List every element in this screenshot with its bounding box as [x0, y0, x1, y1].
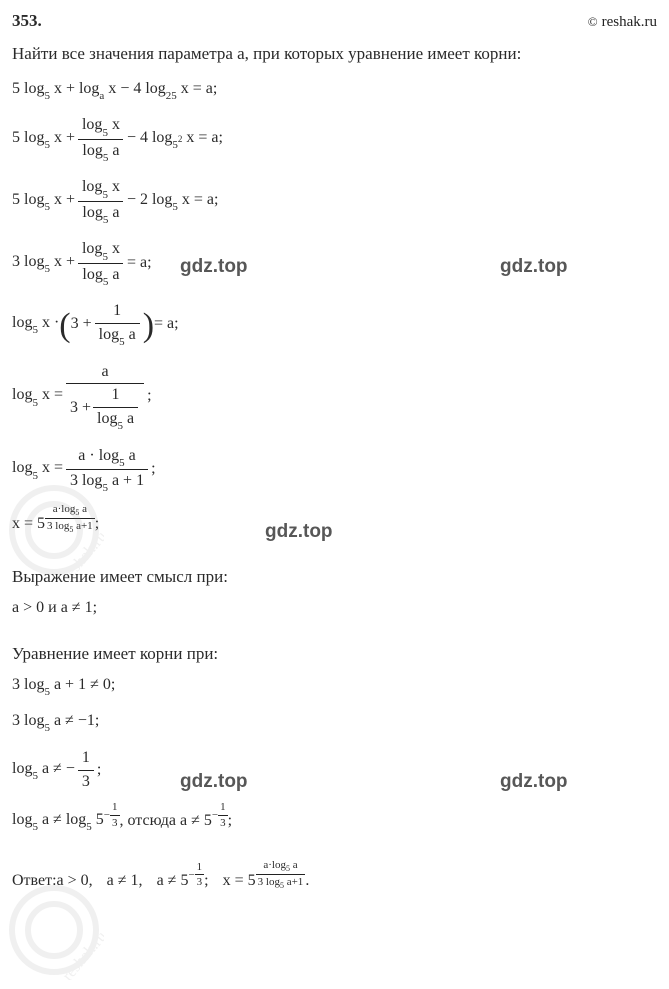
equation-8: x = 5 a·log5 a 3 log5 a+1 ; — [12, 508, 657, 542]
section-roots: Уравнение имеет корни при: — [12, 643, 657, 665]
problem-prompt: Найти все значения параметра a, при кото… — [12, 43, 657, 65]
problem-number: 353. — [12, 10, 42, 32]
section-expression-meaning: Выражение имеет смысл при: — [12, 566, 657, 588]
copyright-symbol: © — [588, 14, 598, 29]
equation-1: 5 log5 x + loga x − 4 log25 x = a; — [12, 79, 657, 101]
root-cond-3: log5 a ≠ − 13 ; — [12, 748, 657, 793]
equation-4: 3 log5 x + log5 x log5 a = a; — [12, 239, 657, 287]
root-cond-2: 3 log5 a ≠ −1; — [12, 711, 657, 733]
equation-5: log5 x · ( 3 + 1 log5 a ) = a; — [12, 301, 657, 347]
equation-3: 5 log5 x + log5 x log5 a − 2 log5 x = a; — [12, 177, 657, 225]
site-name: reshak.ru — [602, 14, 657, 30]
site-branding: © reshak.ru — [588, 12, 657, 33]
root-cond-1: 3 log5 a + 1 ≠ 0; — [12, 675, 657, 697]
root-cond-4: log5 a ≠ log5 5 − 13 , отсюда a ≠ 5 − 13… — [12, 806, 657, 836]
equation-2: 5 log5 x + log5 x log5 a − 4 log52 x = a… — [12, 115, 657, 163]
equation-7: log5 x = a · log5 a 3 log5 a + 1 ; — [12, 446, 657, 494]
svg-text:reshak.ru: reshak.ru — [59, 928, 104, 980]
condition-1: a > 0 и a ≠ 1; — [12, 598, 657, 619]
equation-6: log5 x = a 3 + 1 log5 a ; — [12, 362, 657, 432]
answer-line: Ответ: a > 0, a ≠ 1, a ≠ 5 − 13 ; x = 5 … — [12, 864, 657, 898]
